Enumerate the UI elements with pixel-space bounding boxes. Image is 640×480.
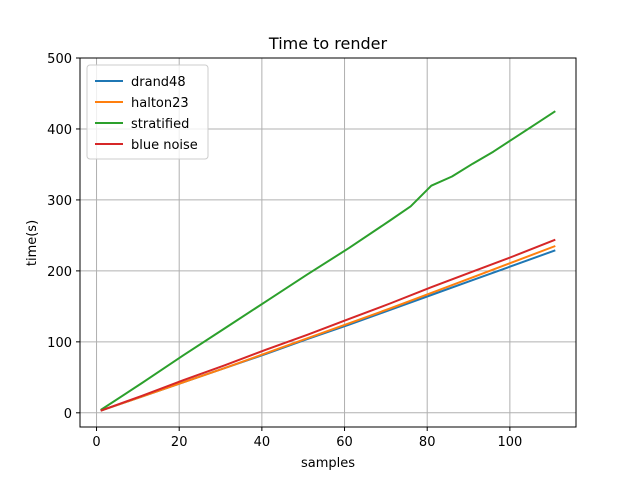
legend-label: stratified bbox=[131, 117, 189, 132]
series-line-blue-noise bbox=[100, 238, 556, 412]
series-line-stratified bbox=[100, 110, 556, 411]
legend-box bbox=[86, 64, 209, 160]
y-tick-label: 300 bbox=[47, 194, 72, 209]
y-tick-label: 200 bbox=[47, 265, 72, 280]
series-lines bbox=[100, 110, 556, 412]
x-tick-label: 20 bbox=[171, 435, 188, 450]
x-tick-label: 100 bbox=[497, 435, 522, 450]
y-tick-label: 100 bbox=[47, 336, 72, 351]
legend-label: halton23 bbox=[131, 96, 189, 111]
y-tick-label: 500 bbox=[47, 52, 72, 67]
y-axis-label: time(s) bbox=[25, 220, 40, 266]
x-tick-label: 60 bbox=[336, 435, 353, 450]
legend-label: blue noise bbox=[131, 138, 198, 153]
x-tick-label: 0 bbox=[92, 435, 100, 450]
plot-frame bbox=[79, 57, 577, 428]
axis-ticks: 0 20 40 60 80 100 0 100 200 300 400 500 bbox=[47, 52, 522, 450]
series-line-halton23 bbox=[100, 245, 556, 412]
y-tick-label: 0 bbox=[64, 407, 72, 422]
legend: drand48 halton23 stratified blue noise bbox=[86, 64, 209, 160]
x-tick-label: 40 bbox=[254, 435, 271, 450]
legend-label: drand48 bbox=[131, 75, 186, 90]
chart-title: Time to render bbox=[268, 34, 388, 53]
x-axis-label: samples bbox=[301, 456, 355, 471]
x-tick-label: 80 bbox=[419, 435, 436, 450]
y-tick-label: 400 bbox=[47, 123, 72, 138]
